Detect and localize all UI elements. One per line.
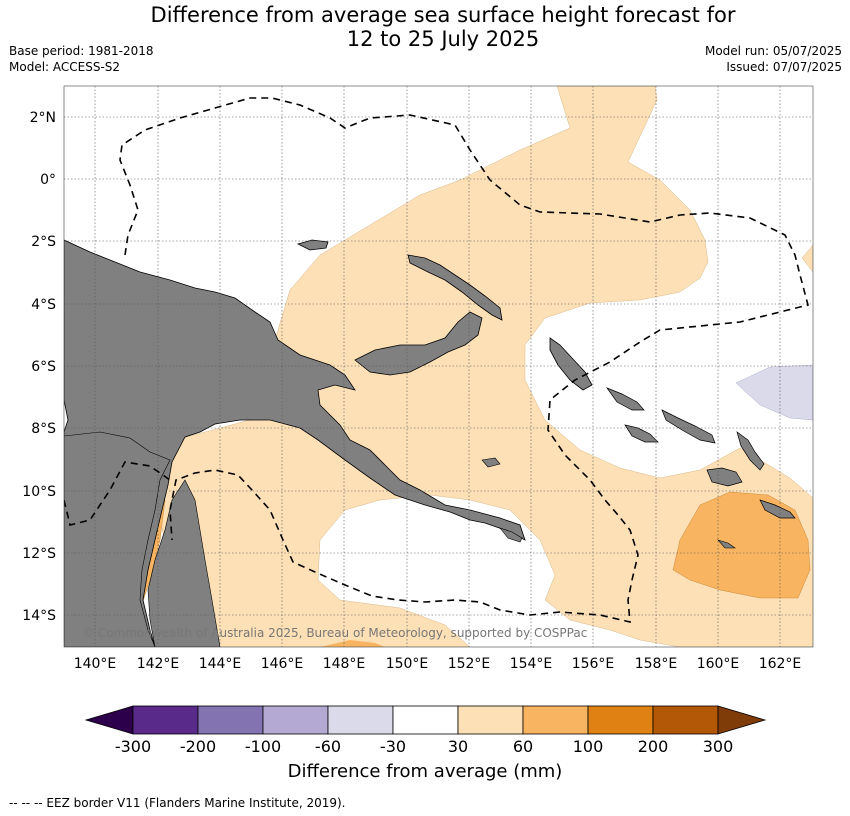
colorbar-segment xyxy=(587,705,654,735)
colorbar-segment xyxy=(522,705,589,735)
anomaly-region-neg60-neg30 xyxy=(735,364,813,421)
lat-tick-label: 2°N xyxy=(30,110,56,126)
colorbar-title: Difference from average (mm) xyxy=(287,761,563,782)
land-islet xyxy=(717,539,736,549)
colorbar-label: -300 xyxy=(115,737,151,756)
lat-tick-label: 6°S xyxy=(31,359,56,375)
land-new-guinea xyxy=(64,239,526,647)
map-frame xyxy=(63,85,814,648)
colorbar-label: -30 xyxy=(380,737,406,756)
colorbar-label: -200 xyxy=(180,737,216,756)
model-run-text: Model run: 05/07/2025 xyxy=(704,44,842,58)
colorbar-segment xyxy=(327,705,394,735)
land-choiseul xyxy=(606,387,645,411)
land-cape-york xyxy=(147,479,221,647)
lon-labels: 140°E 142°E 144°E 146°E 148°E 150°E 152°… xyxy=(74,656,802,672)
land-new-guinea-peninsula xyxy=(64,431,171,647)
meta-right: Model run: 05/07/2025 Issued: 07/07/2025 xyxy=(705,43,842,75)
copyright-text: © Commonwealth of Australia 2025, Bureau… xyxy=(82,626,587,640)
colorbar: -300 -200 -100 -60 -30 30 60 100 200 300 xyxy=(84,705,767,756)
colorbar-label: 200 xyxy=(638,737,669,756)
land-malaita xyxy=(736,431,765,471)
lon-tick-label: 148°E xyxy=(323,656,366,672)
land-rossel xyxy=(481,457,501,468)
lon-tick-label: 142°E xyxy=(137,656,180,672)
lon-tick-label: 152°E xyxy=(448,656,491,672)
anomaly-region-30-60-east xyxy=(801,244,813,273)
lat-tick-label: 12°S xyxy=(22,546,56,562)
model-text: Model: ACCESS-S2 xyxy=(9,60,121,74)
lat-tick-label: 14°S xyxy=(22,608,56,624)
lon-tick-label: 156°E xyxy=(572,656,615,672)
anomaly-region-60-100-south xyxy=(320,640,385,647)
eez-border xyxy=(64,97,809,624)
colorbar-label: -100 xyxy=(245,737,281,756)
colorbar-segment xyxy=(652,705,719,735)
land-makira xyxy=(759,499,796,519)
lon-tick-label: 144°E xyxy=(199,656,242,672)
land-new-britain xyxy=(354,311,483,376)
eez-legend-text: -- -- -- EEZ border V11 (Flanders Marine… xyxy=(9,796,346,810)
colorbar-label: 30 xyxy=(448,737,468,756)
colorbar-segment xyxy=(262,705,329,735)
graticule xyxy=(64,86,813,647)
lon-tick-label: 154°E xyxy=(510,656,553,672)
lon-tick-label: 158°E xyxy=(635,656,678,672)
land-bougainville xyxy=(549,337,593,391)
issued-text: Issued: 07/07/2025 xyxy=(726,60,842,74)
colorbar-segment xyxy=(392,705,459,735)
land-guadalcanal xyxy=(706,467,743,487)
land-santa-isabel xyxy=(661,409,716,444)
land-louisiade xyxy=(499,527,523,543)
colorbar-label: -60 xyxy=(315,737,341,756)
lon-tick-label: 150°E xyxy=(386,656,429,672)
colorbar-segment xyxy=(457,705,524,735)
lon-tick-label: 162°E xyxy=(759,656,802,672)
lat-tick-label: 0° xyxy=(40,172,56,188)
base-period-text: Base period: 1981-2018 xyxy=(9,44,154,58)
lat-labels: 2°N 0° 2°S 4°S 6°S 8°S 10°S 12°S 14°S xyxy=(22,110,56,624)
anomaly-region-60-100-east xyxy=(672,491,811,599)
lon-tick-label: 160°E xyxy=(697,656,740,672)
lat-tick-label: 2°S xyxy=(31,234,56,250)
lon-tick-label: 146°E xyxy=(261,656,304,672)
colorbar-low-extend xyxy=(84,705,134,735)
lat-tick-label: 10°S xyxy=(22,484,56,500)
lat-tick-label: 8°S xyxy=(31,421,56,437)
colorbar-label: 60 xyxy=(513,737,533,756)
title-line-2: 12 to 25 July 2025 xyxy=(346,27,540,51)
title-line-1: Difference from average sea surface heig… xyxy=(150,3,736,27)
land-manus xyxy=(296,239,329,251)
colorbar-segment xyxy=(197,705,264,735)
colorbar-segment xyxy=(132,705,199,735)
chart-title: Difference from average sea surface heig… xyxy=(0,3,850,51)
lat-tick-label: 4°S xyxy=(31,297,56,313)
meta-left: Base period: 1981-2018 Model: ACCESS-S2 xyxy=(9,43,154,75)
colorbar-label: 300 xyxy=(703,737,734,756)
colorbar-label: 100 xyxy=(573,737,604,756)
map-area: © Commonwealth of Australia 2025, Bureau… xyxy=(64,86,813,647)
colorbar-high-extend xyxy=(717,705,767,735)
lon-tick-label: 140°E xyxy=(74,656,117,672)
